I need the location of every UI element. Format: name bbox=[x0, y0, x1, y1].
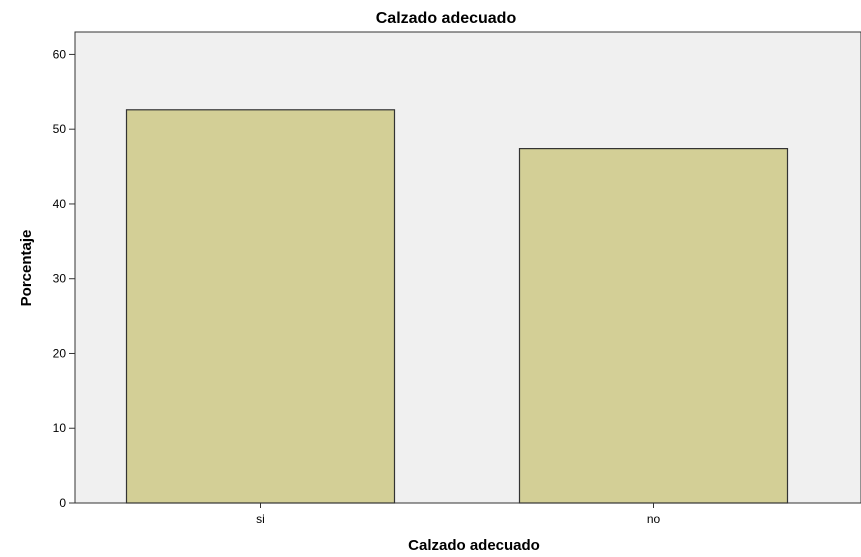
chart-title: Calzado adecuado bbox=[376, 10, 517, 27]
y-axis: 0 10 20 30 40 50 60 bbox=[53, 47, 75, 510]
x-tick-label: si bbox=[256, 512, 265, 526]
x-axis-label: Calzado adecuado bbox=[408, 537, 540, 554]
x-axis: si no bbox=[256, 503, 660, 526]
y-tick-label: 40 bbox=[53, 197, 67, 211]
y-axis-label: Porcentaje bbox=[18, 230, 35, 307]
y-tick-label: 10 bbox=[53, 421, 67, 435]
y-tick-label: 60 bbox=[53, 47, 67, 61]
y-tick-label: 50 bbox=[53, 122, 67, 136]
y-tick-label: 30 bbox=[53, 272, 67, 286]
bar-no bbox=[518, 148, 789, 504]
bar-si bbox=[125, 109, 396, 504]
x-tick-label: no bbox=[647, 512, 661, 526]
y-tick-label: 0 bbox=[59, 496, 66, 510]
y-tick-label: 20 bbox=[53, 346, 67, 360]
